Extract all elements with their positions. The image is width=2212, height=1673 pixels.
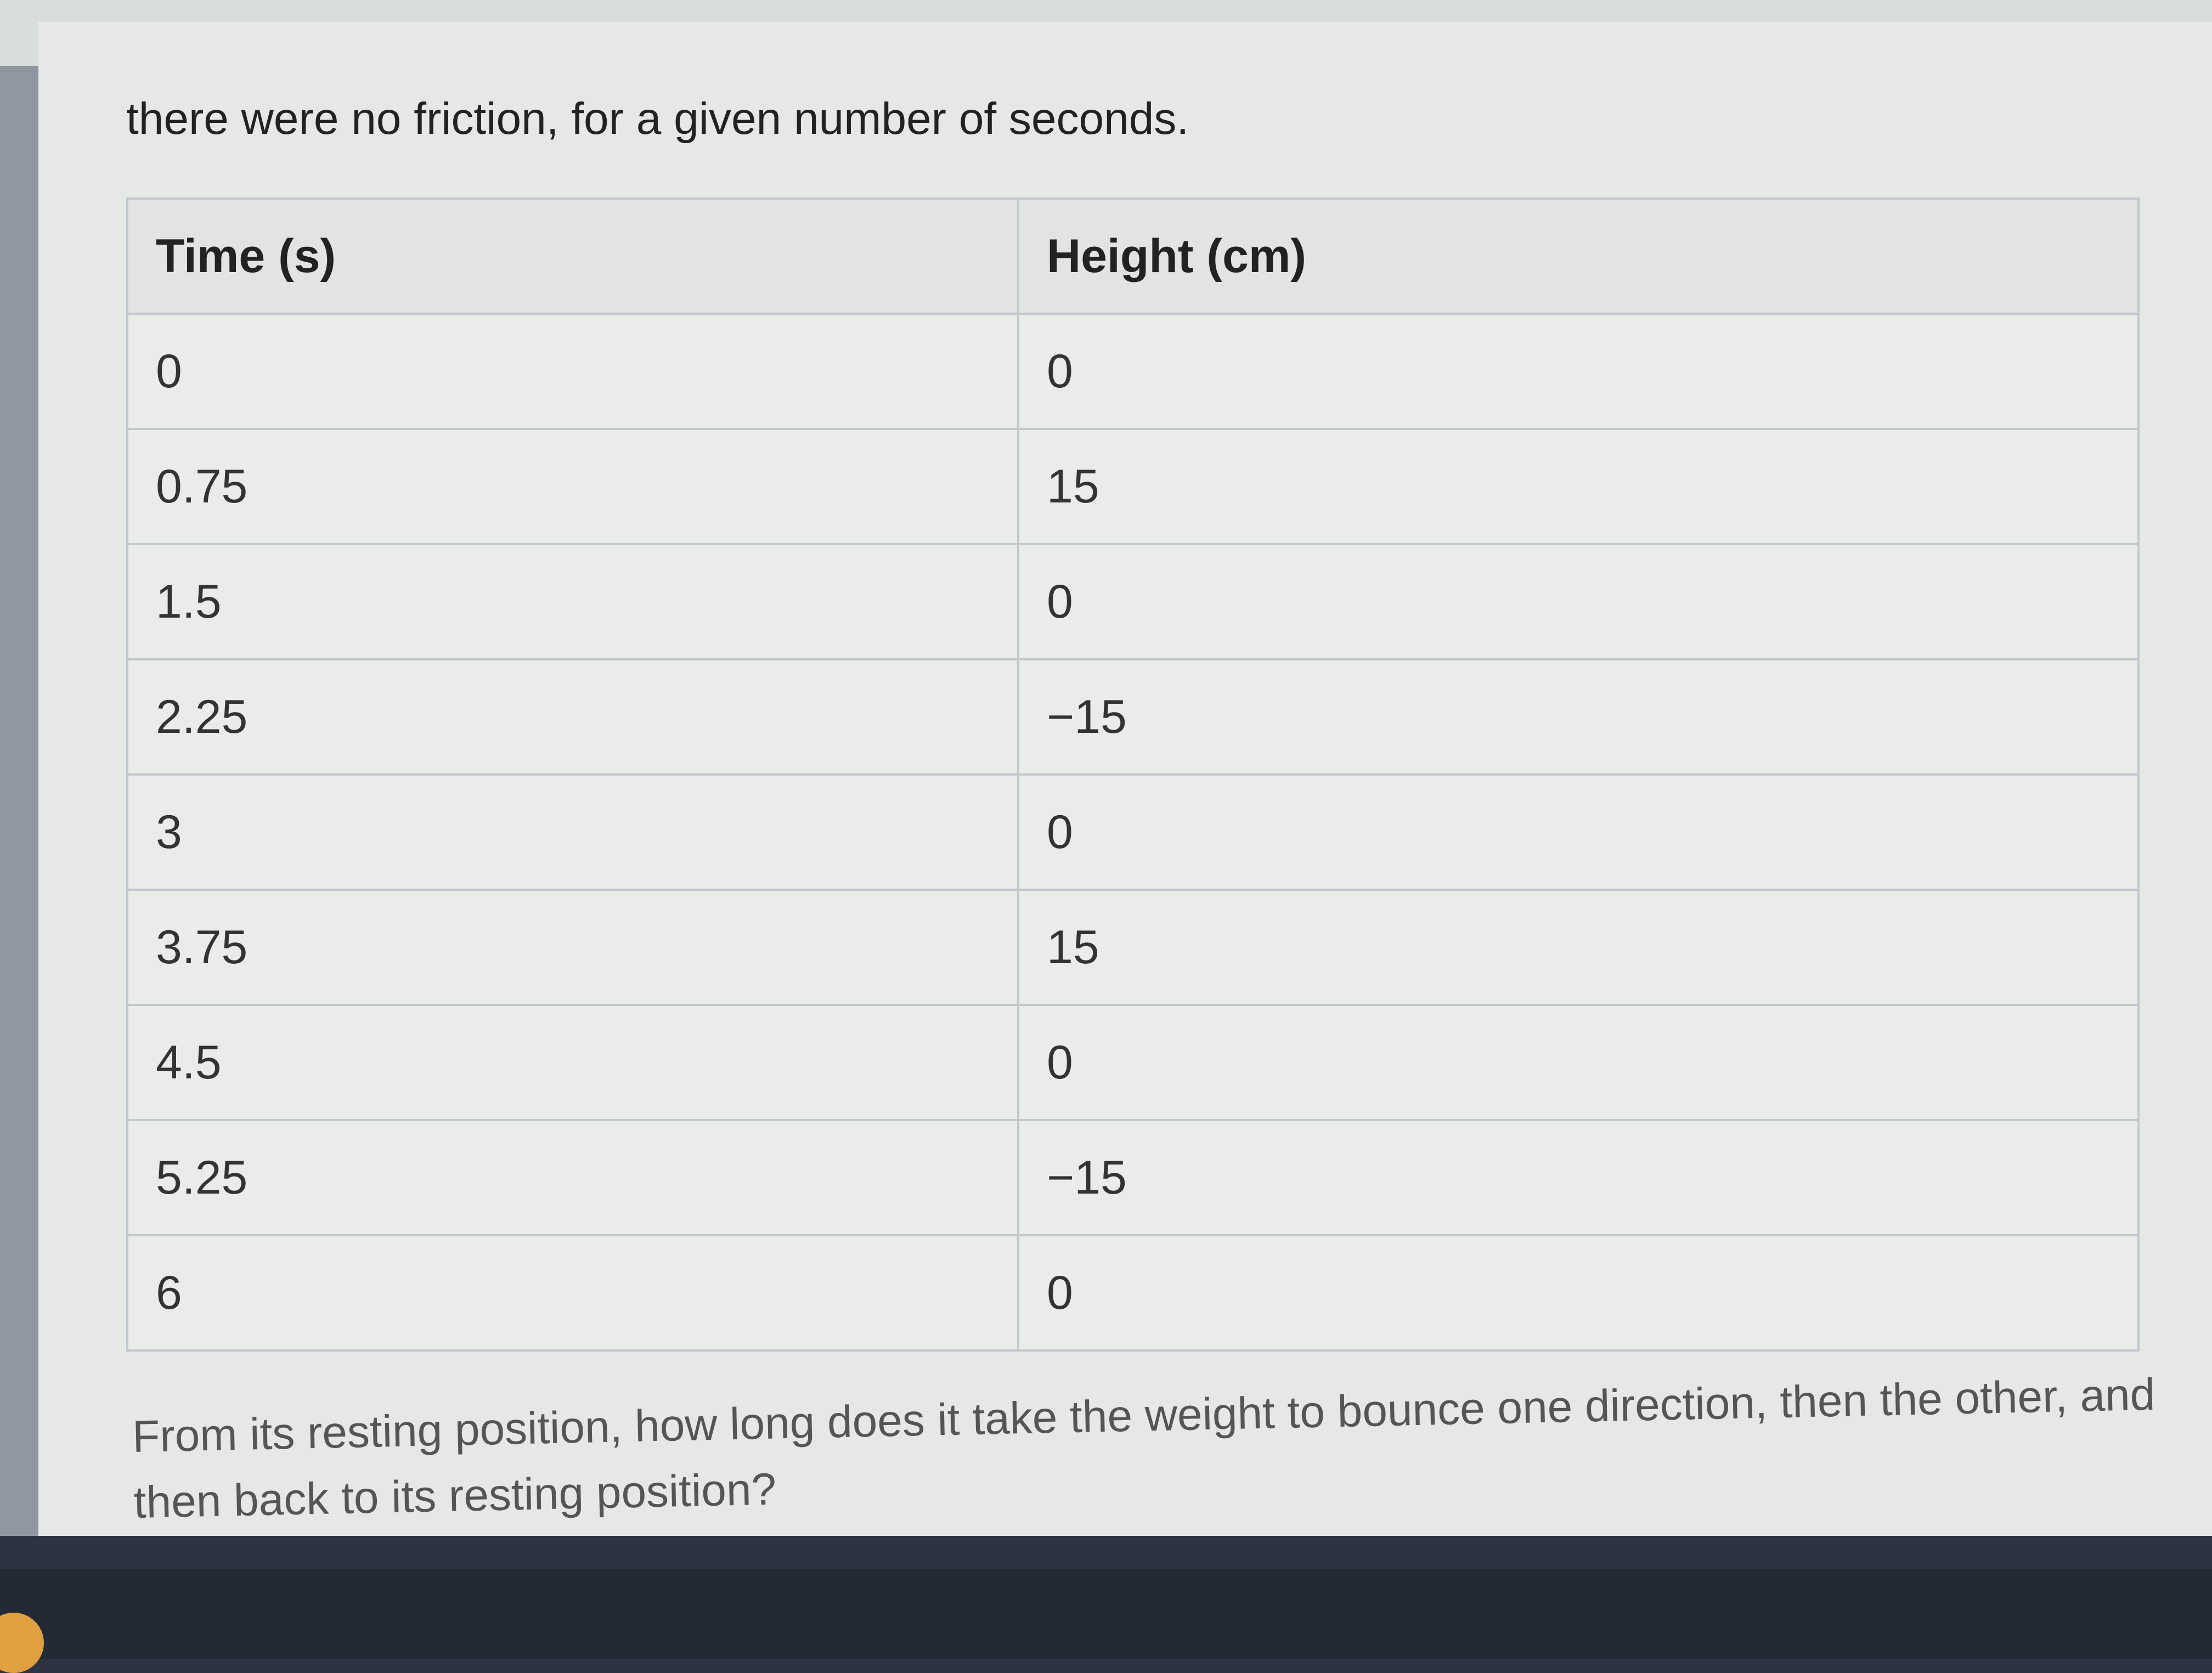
table-row: 4.5 0 xyxy=(126,1004,2140,1121)
time-cell: 0.75 xyxy=(126,428,1019,545)
header-height: Height (cm) xyxy=(1017,197,2140,315)
table-header-row: Time (s) Height (cm) xyxy=(126,197,2140,315)
height-cell: 15 xyxy=(1017,889,2140,1006)
intro-text: there were no friction, for a given numb… xyxy=(126,94,1189,144)
time-cell: 2.25 xyxy=(126,658,1019,776)
height-cell: 15 xyxy=(1017,428,2140,545)
height-cell: 0 xyxy=(1017,1004,2140,1121)
height-cell: −15 xyxy=(1017,658,2140,776)
header-time: Time (s) xyxy=(126,197,1019,315)
question-text: From its resting position, how long does… xyxy=(132,1369,2156,1528)
time-cell: 4.5 xyxy=(126,1004,1019,1121)
height-cell: 0 xyxy=(1017,1234,2140,1352)
table-row: 3.75 15 xyxy=(126,889,2140,1006)
time-cell: 3.75 xyxy=(126,889,1019,1006)
time-cell: 5.25 xyxy=(126,1119,1019,1236)
height-cell: 0 xyxy=(1017,773,2140,891)
taskbar xyxy=(0,1569,2212,1659)
height-cell: 0 xyxy=(1017,313,2140,430)
height-cell: −15 xyxy=(1017,1119,2140,1236)
table-row: 2.25 −15 xyxy=(126,658,2140,776)
screen: there were no friction, for a given numb… xyxy=(0,0,2212,1536)
time-cell: 1.5 xyxy=(126,543,1019,660)
data-table: Time (s) Height (cm) 0 0 0.75 15 1.5 0 2.25 −15… xyxy=(126,197,2140,1352)
left-sidebar xyxy=(0,66,38,1536)
time-cell: 3 xyxy=(126,773,1019,891)
time-cell: 6 xyxy=(126,1234,1019,1352)
height-cell: 0 xyxy=(1017,543,2140,660)
table-row: 5.25 −15 xyxy=(126,1119,2140,1236)
table-row: 1.5 0 xyxy=(126,543,2140,660)
time-cell: 0 xyxy=(126,313,1019,430)
content-area: there were no friction, for a given numb… xyxy=(38,22,2212,1536)
table-row: 0.75 15 xyxy=(126,428,2140,545)
